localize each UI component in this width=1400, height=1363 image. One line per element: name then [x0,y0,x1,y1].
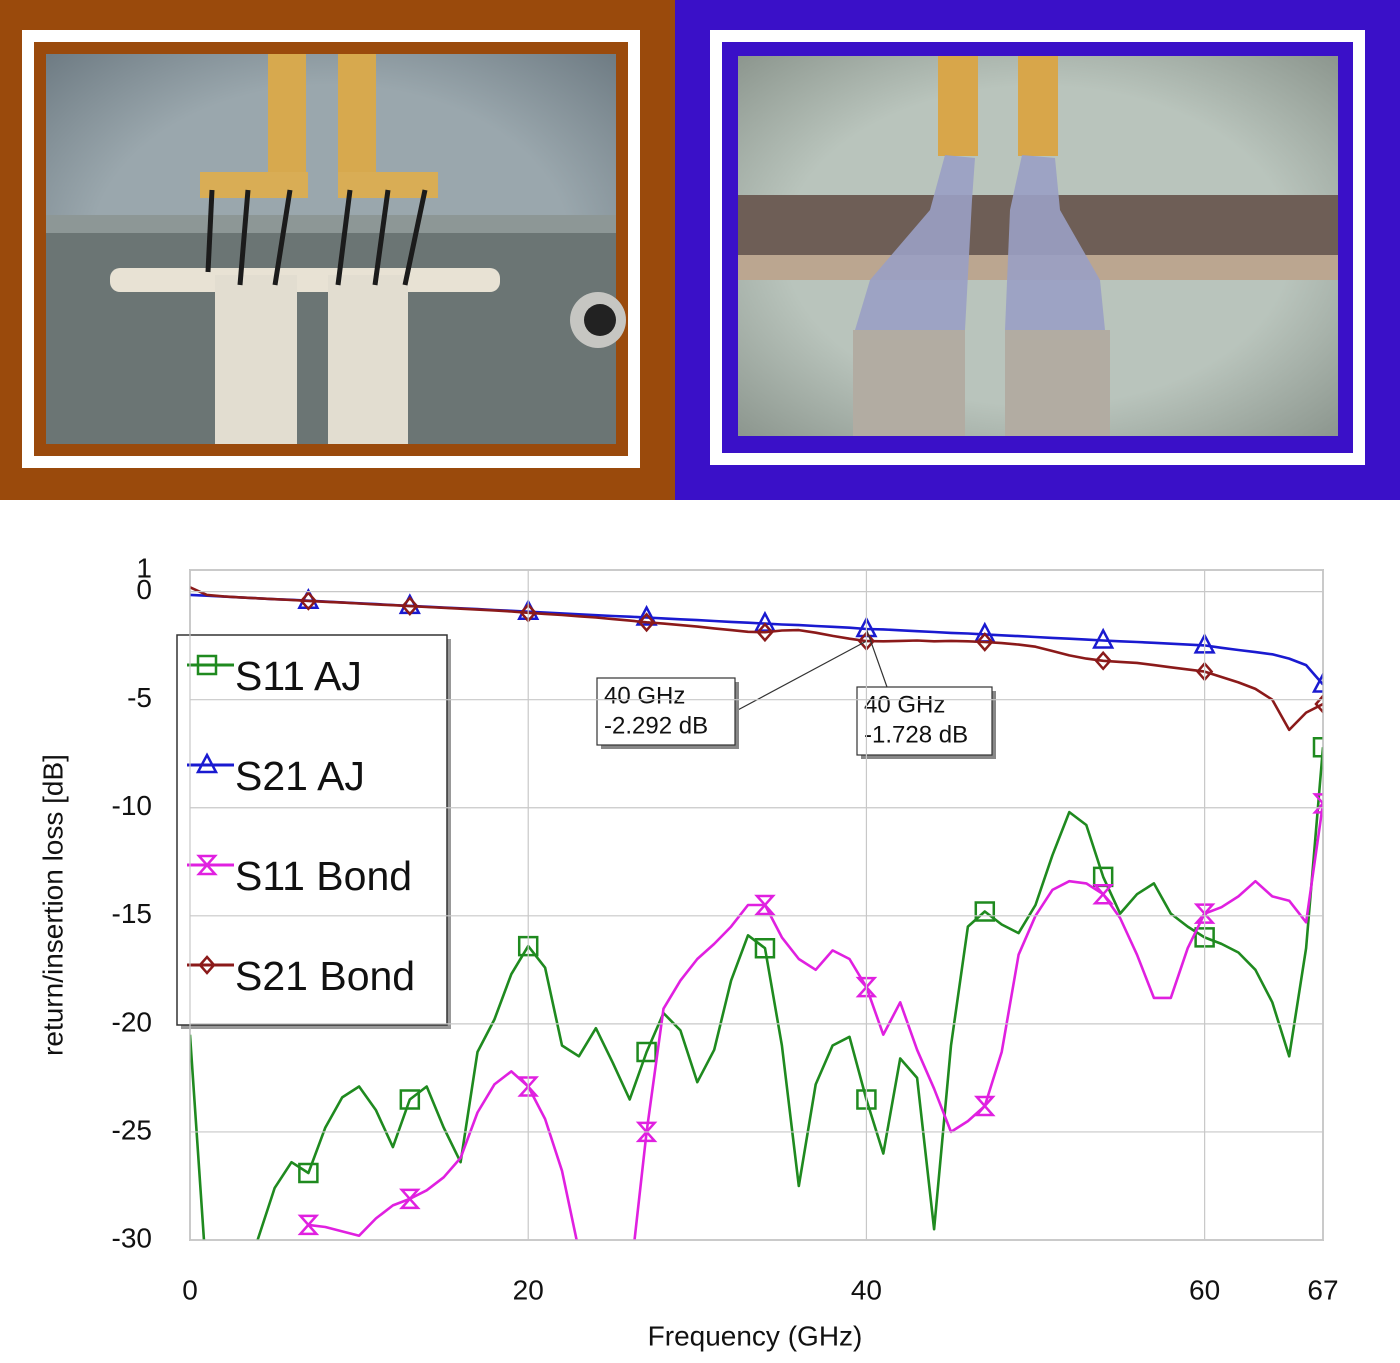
x-tick-label: 20 [513,1274,544,1305]
marker [754,894,776,916]
annotation-box [596,677,736,746]
annotation-text: -1.728 dB [864,721,968,748]
marker [198,955,216,975]
legend-label: S21 AJ [235,753,365,799]
x-axis-label: Frequency (GHz) [648,1320,863,1351]
y-tick-label: 0 [136,574,152,605]
annotation-text: 40 GHz [864,691,945,718]
photo-wire-bond [0,0,675,500]
series-line [190,586,1323,732]
annotation-text: 40 GHz [604,682,685,709]
marker [855,976,878,998]
marker [1194,927,1215,948]
marker [1092,627,1115,649]
y-tick-label: -5 [127,682,152,713]
y-tick-label: -10 [112,790,152,821]
marker [399,1188,421,1210]
marker [195,752,219,774]
overlay: 40 GHz -2.292 dB 40 GHz -1.728 dB S11 AJ S21 … [176,628,996,1029]
annotation-text: -2.292 dB [604,712,708,739]
marker [1314,694,1323,714]
x-tick-label: 0 [182,1274,198,1305]
marker [856,1089,877,1110]
marker [517,935,539,957]
marker [753,610,777,632]
y-tick-label: 1 [136,552,152,583]
marker [974,901,996,922]
legend-label: S11 AJ [235,653,362,699]
annotation-box [856,686,993,756]
marker [974,1095,996,1117]
plot [190,586,1323,1240]
marker [196,654,218,676]
marker [298,1162,319,1184]
marker [1312,736,1323,758]
marker [637,612,656,633]
marker [635,604,658,626]
legend-label: S11 Bond [235,853,412,899]
marker [401,596,419,616]
marker [976,632,994,652]
marker [756,622,774,643]
marker [196,854,218,876]
legend-label: S21 Bond [235,953,415,999]
x-tick-label: 60 [1189,1274,1220,1305]
marker [754,937,776,959]
series-line [308,803,1323,1240]
marker [399,1089,421,1110]
marker [1312,793,1323,814]
x-tick-label: 67 [1307,1274,1338,1305]
marker [297,1214,320,1236]
marker [1092,883,1114,905]
marker [635,1121,658,1143]
y-tick-label: -25 [112,1114,152,1145]
annotation-leader [734,640,867,713]
annotation-leader [865,628,888,688]
y-tick-label: -30 [112,1222,152,1253]
y-axis-label: return/insertion loss [dB] [37,754,68,1056]
marker [517,1076,539,1097]
y-tick-label: -20 [112,1006,152,1037]
marker [299,591,318,611]
marker [1311,671,1323,693]
y-tick-label: -15 [112,898,152,929]
photo-aerosol-jet [675,0,1400,500]
x-tick-label: 40 [851,1274,882,1305]
marker [1193,903,1216,924]
marker [1094,650,1112,671]
